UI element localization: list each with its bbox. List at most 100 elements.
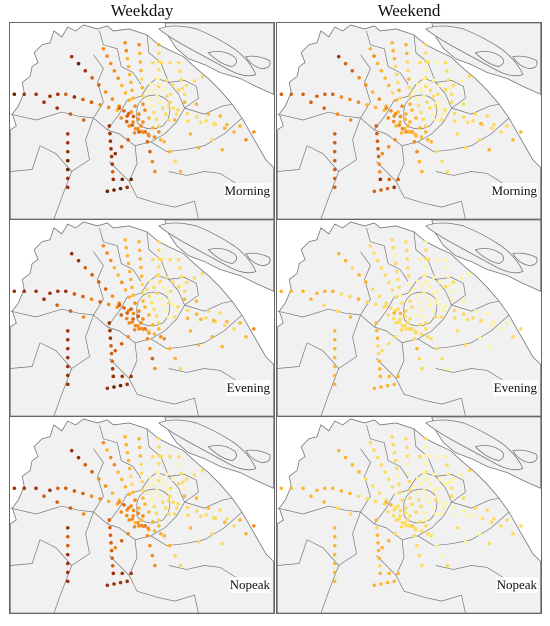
station-dot [471, 513, 475, 517]
station-dot [34, 486, 38, 491]
station-dot [440, 356, 444, 361]
station-dot [424, 436, 428, 441]
station-dot [157, 130, 161, 134]
station-dot [406, 518, 410, 522]
station-dot [424, 321, 428, 325]
station-dot [392, 382, 396, 387]
station-dot [370, 90, 375, 94]
station-dot [434, 346, 439, 351]
station-dot [72, 489, 77, 493]
station-dot [343, 455, 348, 460]
station-dot [383, 76, 387, 80]
station-dot [130, 88, 134, 93]
station-dot [348, 491, 352, 496]
station-dot [110, 294, 115, 298]
station-dot [206, 309, 211, 313]
station-dot [391, 48, 396, 53]
station-dot [166, 118, 171, 122]
station-dot [416, 497, 421, 502]
station-dot [151, 60, 155, 65]
station-dot [384, 500, 389, 504]
station-dot [131, 120, 135, 124]
station-dot [131, 490, 135, 495]
station-dot [141, 94, 145, 99]
station-dot [149, 103, 154, 108]
station-dot [170, 83, 175, 87]
station-dot [150, 356, 155, 361]
district-boundary [150, 511, 243, 547]
station-dot [140, 479, 145, 484]
map-panel-weekend-evening: Evening [276, 219, 542, 417]
district-boundary [360, 448, 371, 513]
station-dot [110, 556, 114, 560]
station-dot [376, 154, 381, 159]
station-dot [166, 315, 171, 319]
district-boundary [395, 145, 466, 219]
station-dot [452, 505, 457, 510]
station-dot [390, 485, 395, 489]
station-dot [153, 169, 157, 174]
station-dot [125, 311, 129, 315]
station-dot [356, 494, 361, 498]
station-dot [505, 321, 509, 325]
station-dot [452, 111, 457, 116]
station-dot [117, 106, 122, 110]
station-dot [120, 177, 124, 182]
station-dot [376, 351, 381, 356]
station-dot [174, 309, 179, 313]
station-dot [374, 124, 379, 128]
map-weekday-morning [10, 23, 274, 219]
station-dot [168, 486, 173, 491]
station-dot [98, 103, 102, 107]
station-dot [161, 88, 166, 93]
district-boundary [128, 145, 199, 219]
station-dot [185, 111, 190, 116]
station-dot [322, 106, 326, 110]
column-title-weekday: Weekday [110, 1, 174, 20]
station-dot [76, 258, 81, 263]
station-dot [424, 124, 428, 128]
island-3 [245, 449, 271, 463]
station-dot [422, 94, 426, 99]
station-dot [376, 344, 380, 348]
district-boundary [435, 565, 504, 578]
station-dot [200, 271, 205, 276]
station-dot [405, 60, 410, 64]
station-dot [397, 517, 402, 521]
station-dot [376, 548, 381, 553]
station-dot [375, 533, 380, 537]
district-boundary [10, 308, 94, 318]
station-dot [424, 59, 428, 64]
station-dot [154, 511, 159, 515]
station-dot [178, 266, 182, 270]
station-dot [422, 76, 426, 81]
station-dot [332, 346, 337, 351]
station-dot [412, 337, 417, 341]
station-dot [428, 106, 432, 110]
station-dot [487, 344, 491, 349]
station-dot [139, 274, 144, 278]
station-dot [188, 132, 193, 136]
station-dot [157, 327, 161, 331]
station-dot [375, 139, 380, 143]
station-dot [439, 512, 444, 516]
station-dot [406, 68, 410, 73]
station-dot [130, 482, 134, 487]
station-dot [154, 117, 159, 121]
district-boundary [360, 251, 371, 316]
station-dot [279, 92, 284, 97]
station-dot [441, 112, 446, 116]
station-dot [141, 496, 145, 500]
station-dot [149, 279, 153, 284]
station-dot [399, 131, 404, 135]
station-dot [403, 117, 408, 121]
station-dot [110, 564, 115, 568]
station-dot [499, 524, 503, 528]
station-dot [404, 327, 408, 331]
station-dot [130, 517, 135, 521]
station-dot [244, 532, 248, 536]
station-dot [125, 185, 129, 190]
station-dot [180, 86, 185, 91]
station-dot [225, 319, 229, 324]
station-dot [204, 316, 208, 320]
